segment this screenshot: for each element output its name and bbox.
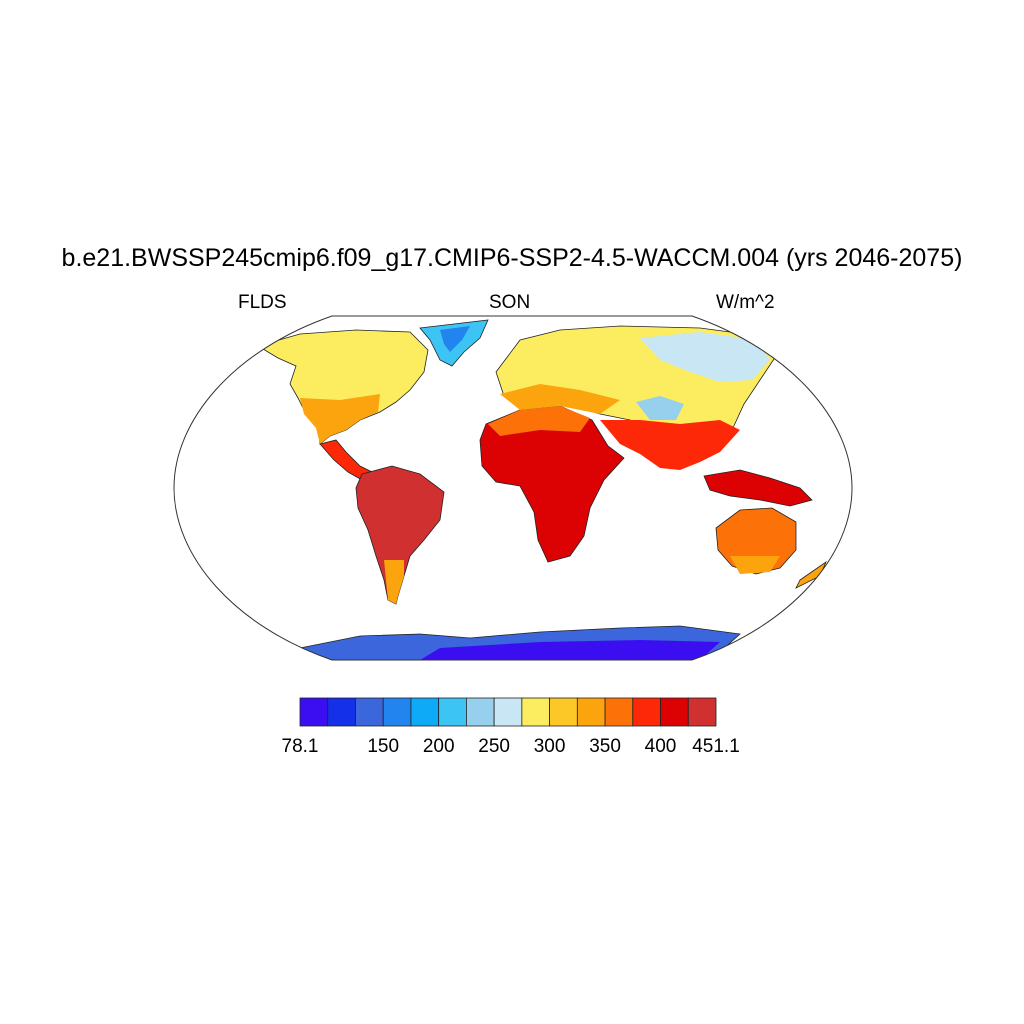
colorbar-swatch	[549, 697, 578, 727]
colorbar-swatch	[521, 697, 550, 727]
colorbar-swatch	[493, 697, 523, 727]
colorbar-swatch	[355, 697, 384, 727]
siberia-region	[640, 332, 770, 382]
maritime-region	[703, 469, 813, 507]
map-title: b.e21.BWSSP245cmip6.f09_g17.CMIP6-SSP2-4…	[61, 244, 963, 272]
colorbar-swatch	[299, 697, 329, 727]
colorbar-swatch	[604, 697, 634, 727]
colorbar-swatch	[687, 697, 717, 727]
variable-label: FLDS	[238, 292, 287, 313]
colorbar-tick-label: 451.1	[692, 736, 740, 757]
south-asia-region	[600, 420, 740, 470]
units-label: W/m^2	[716, 292, 775, 313]
colorbar-swatch	[632, 697, 661, 727]
colorbar-swatch	[327, 697, 356, 727]
colorbar-swatch	[438, 697, 467, 727]
map-border	[173, 315, 853, 661]
greenland-core	[440, 326, 470, 352]
season-label: SON	[489, 292, 531, 313]
europe-south	[500, 384, 620, 414]
colorbar-tick-label: 200	[423, 736, 455, 757]
tibet-region	[636, 396, 684, 420]
colorbar-swatch	[576, 697, 606, 727]
colorbar-tick-label: 78.1	[282, 736, 319, 757]
colorbar-tick-label: 150	[367, 736, 399, 757]
colorbar-tick-label: 350	[589, 736, 621, 757]
africa-north	[488, 406, 590, 436]
colorbar-swatch	[410, 697, 440, 727]
south-america-south	[384, 560, 404, 604]
colorbar-swatch	[382, 697, 412, 727]
colorbar-tick-label: 250	[478, 736, 510, 757]
colorbar-swatch	[465, 697, 495, 727]
colorbar-tick-label: 300	[534, 736, 566, 757]
antarctica-interior	[420, 640, 720, 660]
australia-south	[730, 556, 780, 574]
colorbar-tick-label: 400	[645, 736, 677, 757]
north-america-mid	[300, 394, 380, 444]
colorbar-swatch	[660, 697, 689, 727]
